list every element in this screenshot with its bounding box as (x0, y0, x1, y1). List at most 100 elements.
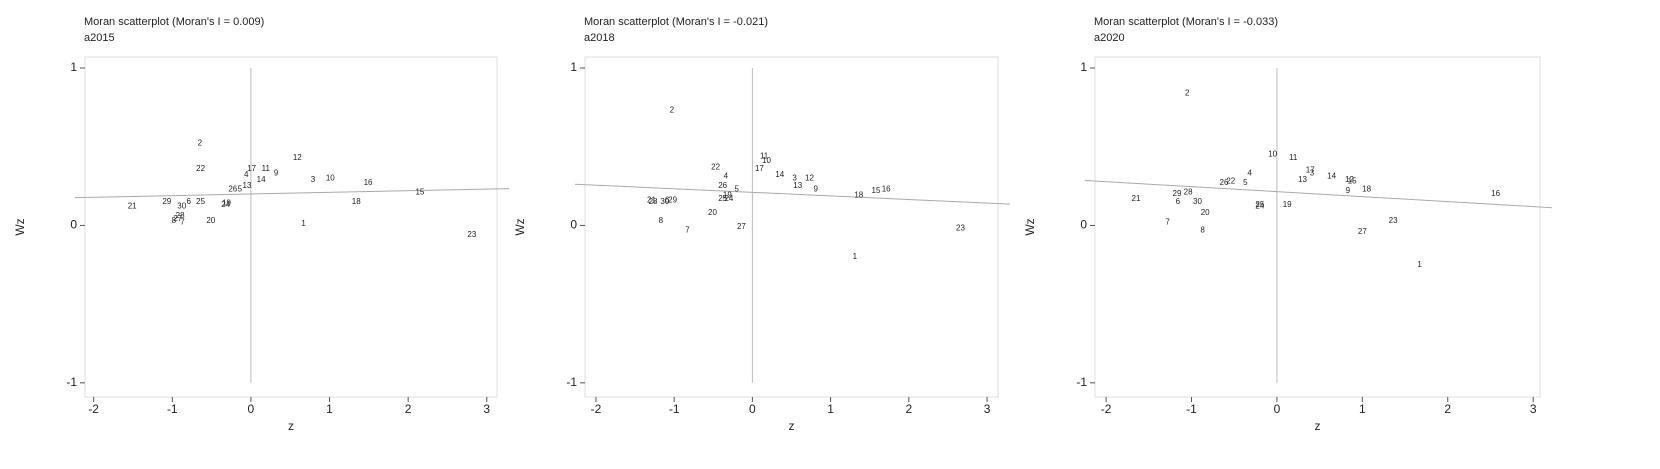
point-label: 30 (1193, 197, 1202, 206)
point-label: 5 (735, 184, 740, 193)
point-label: 3 (1310, 169, 1315, 178)
point-label: 27 (173, 214, 182, 223)
point-label: 15 (1348, 176, 1357, 185)
point-label: 23 (1389, 216, 1398, 225)
point-label: 12 (293, 153, 302, 162)
point-label: 10 (1268, 150, 1277, 159)
point-label: 15 (415, 187, 424, 196)
point-label: 21 (647, 195, 656, 204)
x-tick-label: 1 (827, 402, 834, 416)
point-label: 17 (247, 164, 256, 173)
point-label: 20 (206, 216, 215, 225)
point-label: 28 (1184, 187, 1193, 196)
point-label: 20 (1201, 208, 1210, 217)
x-tick-label: 0 (1274, 402, 1281, 416)
point-label: 21 (1132, 194, 1141, 203)
x-axis-label: z (288, 419, 294, 433)
point-label: 9 (814, 184, 819, 193)
point-label: 4 (724, 172, 729, 181)
point-label: 14 (257, 175, 266, 184)
point-label: 2 (198, 139, 203, 148)
point-label: 11 (760, 151, 769, 160)
point-label: 9 (1346, 186, 1351, 195)
point-label: 3 (792, 173, 797, 182)
point-label: 4 (1247, 169, 1252, 178)
point-label: 12 (1345, 175, 1354, 184)
point-label: 19 (1283, 200, 1292, 209)
plot-frame (84, 56, 498, 398)
point-label: 10 (762, 156, 771, 165)
x-tick-label: 3 (984, 402, 991, 416)
point-label: 20 (708, 208, 717, 217)
y-axis-label: Wz (513, 218, 527, 235)
point-label: 1 (1417, 260, 1422, 269)
x-tick-label: 2 (1444, 402, 1451, 416)
point-label: 16 (1491, 189, 1500, 198)
x-tick-label: -1 (167, 402, 178, 416)
point-label: 28 (176, 211, 185, 220)
chart-title: Moran scatterplot (Moran's I = -0.033) (1094, 16, 1278, 28)
point-label: 7 (1165, 217, 1170, 226)
point-label: 24 (724, 194, 733, 203)
point-label: 29 (1173, 189, 1182, 198)
point-label: 14 (775, 170, 784, 179)
chart-title: Moran scatterplot (Moran's I = 0.009) (84, 16, 264, 28)
x-axis-label: z (789, 419, 795, 433)
point-label: 7 (685, 225, 690, 234)
point-label: 19 (723, 191, 732, 200)
point-label: 22 (711, 162, 720, 171)
y-tick-label: 0 (1080, 218, 1087, 232)
x-tick-label: 3 (1530, 402, 1537, 416)
point-label: 6 (187, 197, 192, 206)
point-label: 15 (872, 186, 881, 195)
point-label: 5 (238, 184, 243, 193)
point-label: 9 (274, 169, 279, 178)
point-label: 6 (665, 195, 670, 204)
point-label: 18 (1362, 184, 1371, 193)
x-tick-label: 0 (749, 402, 756, 416)
point-label: 18 (854, 191, 863, 200)
point-label: 12 (805, 173, 814, 182)
point-label: 2 (1185, 88, 1190, 97)
y-tick-label: -1 (66, 375, 77, 389)
y-axis-label: Wz (1023, 218, 1037, 235)
point-label: 8 (659, 216, 664, 225)
point-label: 26 (718, 181, 727, 190)
point-label: 11 (1289, 153, 1298, 162)
y-tick-label: 0 (570, 218, 577, 232)
x-tick-label: -1 (1186, 402, 1197, 416)
x-tick-label: 0 (248, 402, 255, 416)
point-label: 25 (718, 194, 727, 203)
point-label: 1 (301, 219, 306, 228)
point-label: 23 (467, 230, 476, 239)
x-tick-label: 2 (405, 402, 412, 416)
point-label: 16 (882, 184, 891, 193)
y-tick-label: 1 (570, 60, 577, 74)
x-tick-label: -2 (88, 402, 99, 416)
point-label: 4 (244, 170, 249, 179)
point-label: 6 (1176, 197, 1181, 206)
chart-subtitle: a2018 (584, 32, 615, 44)
x-axis-label: z (1315, 419, 1321, 433)
point-label: 8 (172, 216, 177, 225)
y-tick-label: -1 (1076, 375, 1087, 389)
point-label: 8 (1200, 225, 1205, 234)
point-label: 7 (180, 217, 185, 226)
x-tick-label: 1 (326, 402, 333, 416)
x-tick-label: -1 (669, 402, 680, 416)
plot-frame (584, 56, 999, 398)
point-label: 1 (853, 252, 858, 261)
point-label: 24 (221, 200, 230, 209)
y-axis-label: Wz (13, 218, 27, 235)
point-label: 16 (364, 178, 373, 187)
x-tick-label: 2 (905, 402, 912, 416)
point-label: 13 (243, 181, 252, 190)
point-label: 27 (1358, 227, 1367, 236)
y-tick-label: 0 (70, 218, 77, 232)
point-label: 29 (668, 195, 677, 204)
point-label: 13 (793, 181, 802, 190)
y-tick-label: -1 (566, 375, 577, 389)
chart-subtitle: a2020 (1094, 32, 1125, 44)
fit-line (74, 188, 510, 199)
